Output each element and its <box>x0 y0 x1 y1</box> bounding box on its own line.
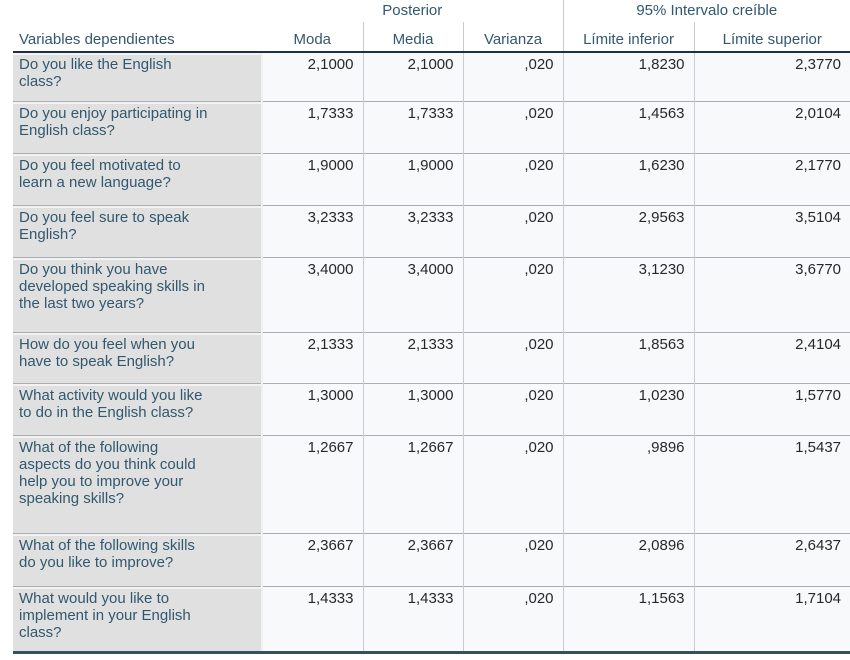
cell-media: 3,4000 <box>363 256 464 332</box>
cell-varianza: ,020 <box>463 52 564 101</box>
cell-limite-superior: 2,3770 <box>694 52 850 101</box>
cell-moda: 1,7333 <box>262 100 364 153</box>
table-row: Do you like the English class? 2,1000 2,… <box>13 52 850 101</box>
cell-moda: 2,1333 <box>262 331 364 383</box>
cell-limite-inferior: ,9896 <box>563 434 695 533</box>
cell-moda: 1,2667 <box>262 434 364 533</box>
table-row: How do you feel when you have to speak E… <box>13 331 850 383</box>
question-text: Do you enjoy participating in English cl… <box>19 104 208 139</box>
cell-limite-inferior: 2,0896 <box>563 532 695 586</box>
row-label: Do you enjoy participating in English cl… <box>13 100 263 153</box>
row-label: Do you feel motivated to learn a new lan… <box>13 152 263 205</box>
question-text: Do you feel sure to speak English? <box>19 208 190 243</box>
cell-limite-inferior: 1,4563 <box>563 100 695 153</box>
question-text: Do you think you have developed speaking… <box>19 260 205 312</box>
cell-limite-inferior: 3,1230 <box>563 256 695 332</box>
cell-limite-superior: 2,0104 <box>694 100 850 153</box>
row-label: What of the following aspects do you thi… <box>13 434 263 533</box>
cell-limite-superior: 2,4104 <box>694 331 850 383</box>
column-header-variables: Variables dependientes <box>13 22 262 53</box>
cell-media: 1,4333 <box>363 585 464 654</box>
cell-moda: 1,3000 <box>262 382 364 435</box>
cell-varianza: ,020 <box>463 382 564 435</box>
table-row: What of the following skills do you like… <box>13 532 850 586</box>
cell-varianza: ,020 <box>463 100 564 153</box>
cell-moda: 1,4333 <box>262 585 364 654</box>
question-text: What of the following skills do you like… <box>19 536 195 571</box>
column-header-row: Variables dependientes Moda Media Varian… <box>13 22 850 53</box>
cell-media: 1,9000 <box>363 152 464 205</box>
cell-limite-superior: 2,6437 <box>694 532 850 586</box>
cell-varianza: ,020 <box>463 204 564 257</box>
table-row: What of the following aspects do you thi… <box>13 434 850 533</box>
question-text: What would you like to implement in your… <box>19 589 191 641</box>
table-row: Do you think you have developed speaking… <box>13 256 850 332</box>
row-label: What of the following skills do you like… <box>13 532 263 586</box>
cell-limite-inferior: 1,0230 <box>563 382 695 435</box>
cell-moda: 3,2333 <box>262 204 364 257</box>
row-label: Do you feel sure to speak English? <box>13 204 263 257</box>
cell-limite-superior: 3,5104 <box>694 204 850 257</box>
group-header-row: Posterior 95% Intervalo creíble <box>13 0 850 22</box>
row-label: How do you feel when you have to speak E… <box>13 331 263 383</box>
cell-limite-inferior: 1,1563 <box>563 585 695 654</box>
cell-media: 3,2333 <box>363 204 464 257</box>
cell-varianza: ,020 <box>463 256 564 332</box>
column-header-varianza: Varianza <box>463 22 564 53</box>
group-header-credible-interval: 95% Intervalo creíble <box>563 0 850 22</box>
cell-varianza: ,020 <box>463 331 564 383</box>
column-header-limite-inferior: Límite inferior <box>563 22 695 53</box>
cell-media: 2,1000 <box>363 52 464 101</box>
column-header-moda: Moda <box>262 22 364 53</box>
row-label: Do you like the English class? <box>13 52 263 101</box>
column-header-media: Media <box>363 22 464 53</box>
cell-varianza: ,020 <box>463 152 564 205</box>
cell-varianza: ,020 <box>463 434 564 533</box>
cell-varianza: ,020 <box>463 585 564 654</box>
cell-limite-inferior: 1,6230 <box>563 152 695 205</box>
cell-limite-superior: 1,5437 <box>694 434 850 533</box>
header-spacer <box>13 0 262 22</box>
cell-moda: 2,3667 <box>262 532 364 586</box>
cell-limite-superior: 2,1770 <box>694 152 850 205</box>
table-header: Posterior 95% Intervalo creíble Variable… <box>13 0 850 53</box>
cell-limite-inferior: 2,9563 <box>563 204 695 257</box>
table-row: What activity would you like to do in th… <box>13 382 850 435</box>
question-text: What of the following aspects do you thi… <box>19 438 196 507</box>
table-row: Do you feel motivated to learn a new lan… <box>13 152 850 205</box>
cell-media: 1,2667 <box>363 434 464 533</box>
table-row: Do you feel sure to speak English? 3,233… <box>13 204 850 257</box>
cell-varianza: ,020 <box>463 532 564 586</box>
table-body: Do you like the English class? 2,1000 2,… <box>13 52 850 654</box>
table-row: Do you enjoy participating in English cl… <box>13 100 850 153</box>
cell-moda: 3,4000 <box>262 256 364 332</box>
row-label: What activity would you like to do in th… <box>13 382 263 435</box>
cell-limite-superior: 1,7104 <box>694 585 850 654</box>
group-header-posterior: Posterior <box>262 0 564 22</box>
question-text: What activity would you like to do in th… <box>19 386 203 421</box>
cell-media: 2,1333 <box>363 331 464 383</box>
cell-media: 2,3667 <box>363 532 464 586</box>
row-label: Do you think you have developed speaking… <box>13 256 263 332</box>
question-text: Do you like the English class? <box>19 56 172 90</box>
cell-limite-inferior: 1,8563 <box>563 331 695 383</box>
cell-media: 1,7333 <box>363 100 464 153</box>
question-text: How do you feel when you have to speak E… <box>19 335 195 370</box>
cell-media: 1,3000 <box>363 382 464 435</box>
cell-limite-inferior: 1,8230 <box>563 52 695 101</box>
table-row: What would you like to implement in your… <box>13 585 850 654</box>
column-header-limite-superior: Límite superior <box>694 22 850 53</box>
question-text: Do you feel motivated to learn a new lan… <box>19 156 181 191</box>
cell-moda: 1,9000 <box>262 152 364 205</box>
pivot-table: Posterior 95% Intervalo creíble Variable… <box>13 0 850 654</box>
row-label: What would you like to implement in your… <box>13 585 263 654</box>
cell-limite-superior: 1,5770 <box>694 382 850 435</box>
cell-moda: 2,1000 <box>262 52 364 101</box>
cell-limite-superior: 3,6770 <box>694 256 850 332</box>
